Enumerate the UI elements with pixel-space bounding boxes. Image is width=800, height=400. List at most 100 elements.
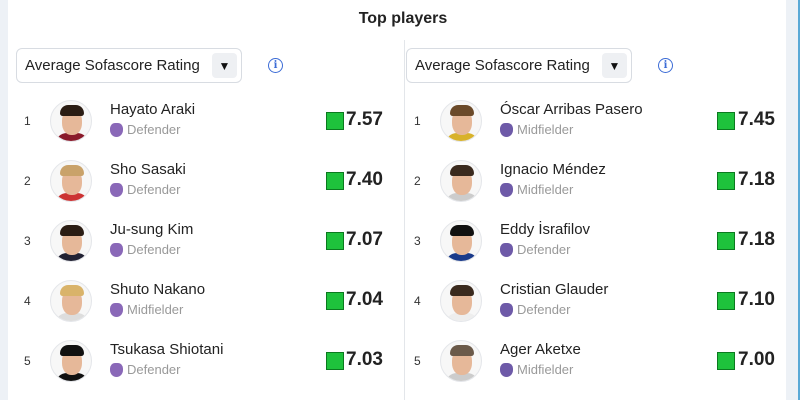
player-name[interactable]: Sho Sasaki <box>110 161 186 178</box>
player-rating: 7.00 <box>738 349 775 370</box>
stat-selector-value: Average Sofascore Rating <box>25 57 200 74</box>
team-badge-icon <box>500 182 513 197</box>
team-badge-icon <box>500 362 513 377</box>
player-rating: 7.57 <box>346 109 383 130</box>
player-rank: 4 <box>24 294 31 308</box>
position-label: Defender <box>127 362 181 377</box>
position-label: Midfielder <box>127 302 184 317</box>
player-name[interactable]: Tsukasa Shiotani <box>110 341 224 358</box>
player-avatar <box>50 340 92 382</box>
player-name[interactable]: Ager Aketxe <box>500 341 581 358</box>
player-row[interactable]: 5 Ager Aketxe Midfielder 7.00 <box>414 331 794 391</box>
position-label: Defender <box>127 242 181 257</box>
player-position: Defender <box>500 302 570 317</box>
player-name[interactable]: Ju-sung Kim <box>110 221 194 238</box>
player-rank: 1 <box>24 114 31 128</box>
player-row[interactable]: 1 Hayato Araki Defender 7.57 <box>24 91 404 151</box>
player-avatar <box>440 340 482 382</box>
rating-square-icon <box>717 172 735 190</box>
player-rank: 2 <box>414 174 421 188</box>
info-icon[interactable]: i <box>658 58 673 73</box>
player-name[interactable]: Cristian Glauder <box>500 281 609 298</box>
position-label: Defender <box>517 302 571 317</box>
player-avatar <box>440 220 482 262</box>
top-players-card: Top players Average Sofascore Rating ▼ i … <box>8 0 786 400</box>
player-position: Midfielder <box>500 182 573 197</box>
player-row[interactable]: 4 Cristian Glauder Defender 7.10 <box>414 271 794 331</box>
player-rating: 7.10 <box>738 289 775 310</box>
player-name[interactable]: Eddy İsrafilov <box>500 221 591 238</box>
player-position: Defender <box>500 242 570 257</box>
column-divider <box>404 40 405 400</box>
player-row[interactable]: 4 Shuto Nakano Midfielder 7.04 <box>24 271 404 331</box>
scrollbar-edge <box>798 0 800 400</box>
player-position: Defender <box>110 362 180 377</box>
player-rating: 7.40 <box>346 169 383 190</box>
stat-selector-value: Average Sofascore Rating <box>415 57 590 74</box>
team-badge-icon <box>110 242 123 257</box>
rating-square-icon <box>717 292 735 310</box>
player-avatar <box>440 160 482 202</box>
player-row[interactable]: 1 Óscar Arribas Pasero Midfielder 7.45 <box>414 91 794 151</box>
rating-square-icon <box>326 352 344 370</box>
player-row[interactable]: 5 Tsukasa Shiotani Defender 7.03 <box>24 331 404 391</box>
player-avatar <box>50 100 92 142</box>
player-avatar <box>50 160 92 202</box>
player-avatar <box>440 100 482 142</box>
player-rating: 7.18 <box>738 229 775 250</box>
player-rank: 4 <box>414 294 421 308</box>
player-rank: 2 <box>24 174 31 188</box>
player-rating: 7.03 <box>346 349 383 370</box>
info-icon[interactable]: i <box>268 58 283 73</box>
player-position: Midfielder <box>500 362 573 377</box>
player-row[interactable]: 3 Eddy İsrafilov Defender 7.18 <box>414 211 794 271</box>
rating-square-icon <box>717 232 735 250</box>
chevron-down-icon[interactable]: ▼ <box>212 53 237 78</box>
position-label: Midfielder <box>517 362 574 377</box>
player-avatar <box>50 280 92 322</box>
player-avatar <box>440 280 482 322</box>
team-badge-icon <box>110 182 123 197</box>
chevron-down-icon[interactable]: ▼ <box>602 53 627 78</box>
player-rank: 1 <box>414 114 421 128</box>
player-rating: 7.04 <box>346 289 383 310</box>
player-name[interactable]: Óscar Arribas Pasero <box>500 101 643 118</box>
player-avatar <box>50 220 92 262</box>
player-position: Defender <box>110 122 180 137</box>
team-badge-icon <box>110 362 123 377</box>
team-badge-icon <box>500 242 513 257</box>
player-position: Defender <box>110 242 180 257</box>
team-badge-icon <box>110 302 123 317</box>
player-name[interactable]: Hayato Araki <box>110 101 196 118</box>
players-column-2: Average Sofascore Rating ▼ i 1 Óscar Arri… <box>406 0 786 400</box>
player-rating: 7.18 <box>738 169 775 190</box>
player-rating: 7.45 <box>738 109 775 130</box>
team-badge-icon <box>500 302 513 317</box>
stat-selector-dropdown[interactable]: Average Sofascore Rating ▼ <box>16 48 242 83</box>
player-name[interactable]: Shuto Nakano <box>110 281 206 298</box>
player-row[interactable]: 2 Sho Sasaki Defender 7.40 <box>24 151 404 211</box>
player-position: Defender <box>110 182 180 197</box>
rating-square-icon <box>326 292 344 310</box>
player-position: Midfielder <box>500 122 573 137</box>
player-position: Midfielder <box>110 302 183 317</box>
player-rank: 5 <box>414 354 421 368</box>
rating-square-icon <box>717 112 735 130</box>
position-label: Defender <box>517 242 571 257</box>
rating-square-icon <box>326 112 344 130</box>
player-row[interactable]: 2 Ignacio Méndez Midfielder 7.18 <box>414 151 794 211</box>
player-rank: 5 <box>24 354 31 368</box>
player-rating: 7.07 <box>346 229 383 250</box>
position-label: Defender <box>127 182 181 197</box>
team-badge-icon <box>110 122 123 137</box>
rating-square-icon <box>717 352 735 370</box>
position-label: Midfielder <box>517 182 574 197</box>
players-column-1: Average Sofascore Rating ▼ i 1 Hayato Ara… <box>16 0 396 400</box>
team-badge-icon <box>500 122 513 137</box>
player-name[interactable]: Ignacio Méndez <box>500 161 606 178</box>
rating-square-icon <box>326 172 344 190</box>
player-row[interactable]: 3 Ju-sung Kim Defender 7.07 <box>24 211 404 271</box>
position-label: Midfielder <box>517 122 574 137</box>
stat-selector-dropdown[interactable]: Average Sofascore Rating ▼ <box>406 48 632 83</box>
position-label: Defender <box>127 122 181 137</box>
